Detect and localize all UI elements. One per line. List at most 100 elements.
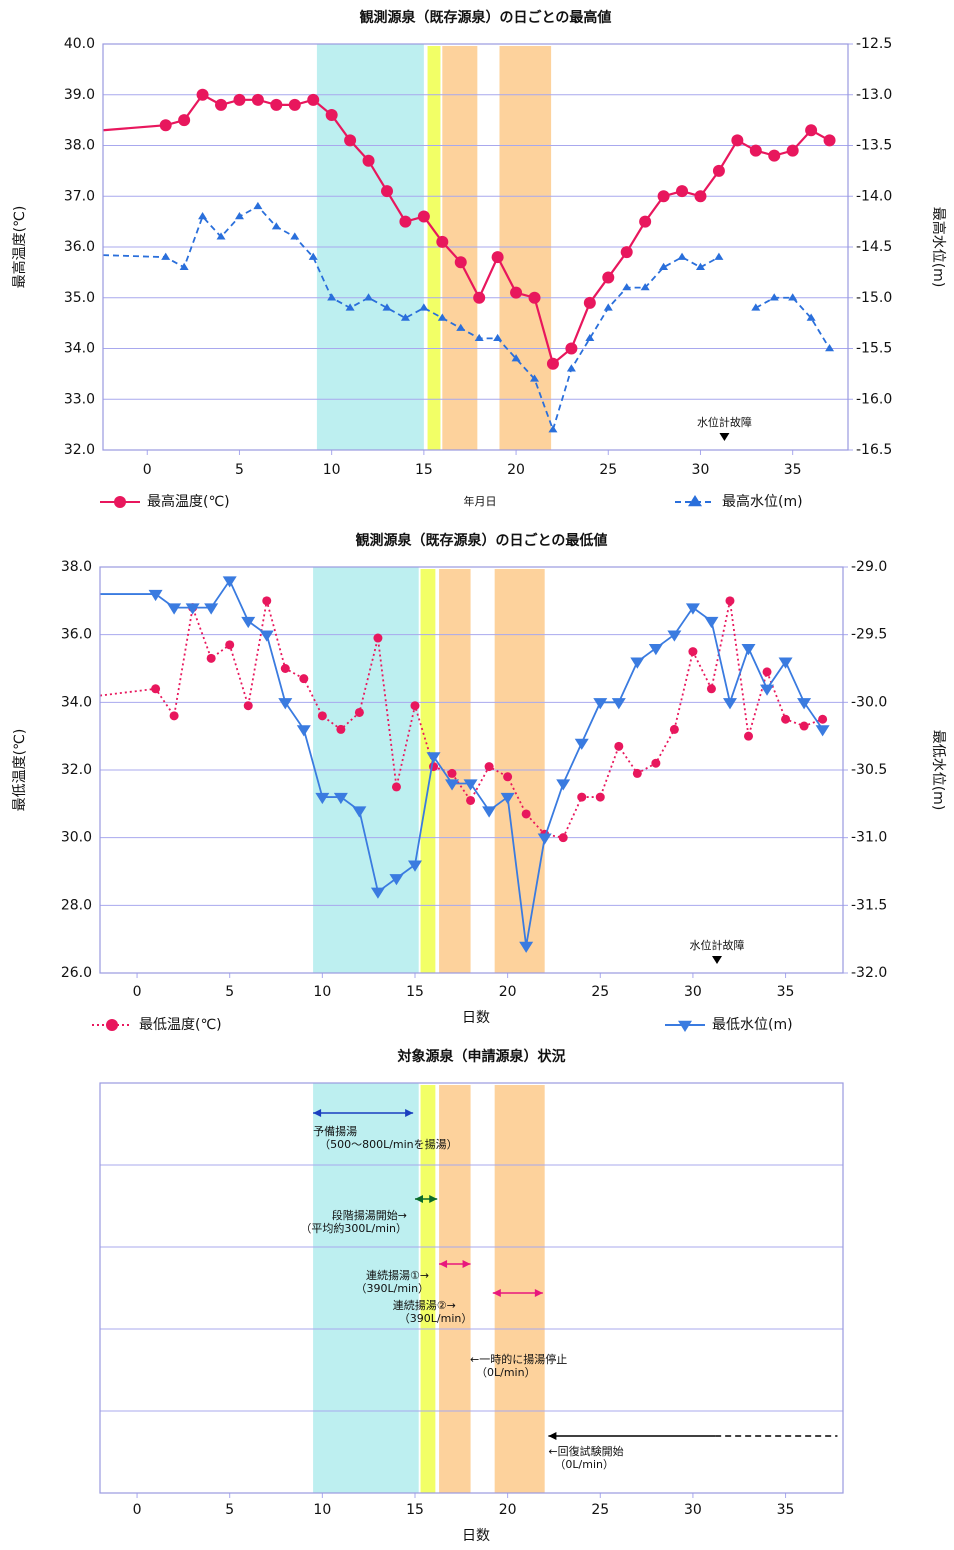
x-tick-label: 20 <box>507 462 525 478</box>
point <box>503 772 513 782</box>
y2-tick-label: -29.0 <box>851 559 887 575</box>
arrow-head <box>534 1289 543 1297</box>
y-tick-label: 26.0 <box>61 965 92 981</box>
point <box>333 792 348 805</box>
point <box>685 603 700 615</box>
point <box>751 303 761 311</box>
legend-label: 最高水位(m) <box>722 493 803 510</box>
y2-tick-label: -32.0 <box>851 965 887 981</box>
point <box>204 603 219 615</box>
plot-frame <box>102 43 849 451</box>
y2-tick-label: -14.0 <box>856 188 892 204</box>
arrow-label: 連続揚湯②→ <box>393 1298 456 1312</box>
point <box>288 98 301 111</box>
point <box>688 647 698 657</box>
arrow-label: ←回復試験開始 <box>548 1444 623 1458</box>
point <box>447 768 457 778</box>
point <box>548 425 558 433</box>
point <box>630 657 645 669</box>
point <box>511 354 521 362</box>
point <box>364 293 374 301</box>
point <box>473 291 486 304</box>
x-tick-label: 25 <box>599 462 617 478</box>
point <box>537 833 552 845</box>
x-tick-label: 0 <box>133 1502 142 1518</box>
x-axis-label: 日数 <box>462 1528 490 1544</box>
point <box>148 589 163 602</box>
y-tick-label: 34.0 <box>61 694 92 710</box>
y2-axis-label: 最高水位(m) <box>930 207 947 288</box>
point <box>806 313 816 321</box>
y-tick-label: 40.0 <box>64 36 95 52</box>
x-tick-label: 35 <box>784 462 802 478</box>
arrow-label: ←一時的に揚湯停止 <box>470 1352 567 1366</box>
chart-title: 観測源泉（既存源泉）の日ごとの最高値 <box>360 9 612 26</box>
arrow-head <box>414 1195 423 1203</box>
point <box>731 134 744 147</box>
point <box>167 603 182 615</box>
arrow-head <box>429 1195 438 1203</box>
y-tick-label: 34.0 <box>64 341 95 357</box>
point <box>308 252 318 260</box>
point <box>215 98 228 111</box>
point <box>296 725 311 737</box>
y2-tick-label: -16.5 <box>856 442 892 458</box>
legend-marker <box>106 1019 118 1031</box>
point <box>151 684 161 694</box>
arrow-label: （390L/min） <box>355 1282 429 1295</box>
point <box>159 119 172 132</box>
point <box>510 286 523 299</box>
x-tick-label: 25 <box>591 984 609 1000</box>
point <box>307 93 320 106</box>
y-axis-label: 最低温度(℃) <box>12 729 28 812</box>
point <box>419 303 429 311</box>
point <box>788 293 798 301</box>
y-tick-label: 36.0 <box>61 627 92 643</box>
y2-axis-label: 最低水位(m) <box>930 730 946 811</box>
band <box>420 1085 436 1493</box>
y2-tick-label: -29.5 <box>851 627 887 643</box>
x-axis-label: 日数 <box>462 1010 490 1026</box>
x-tick-label: 5 <box>225 984 234 1000</box>
y2-tick-label: -15.0 <box>856 290 892 306</box>
point <box>299 674 309 684</box>
arrow-label: 連続揚湯①→ <box>366 1268 429 1282</box>
point <box>583 296 596 309</box>
point <box>620 246 633 259</box>
arrow-label: （0L/min） <box>554 1458 614 1471</box>
x-tick-label: 25 <box>591 1502 609 1518</box>
point <box>196 88 209 101</box>
point <box>530 374 540 382</box>
point <box>593 698 608 710</box>
point <box>749 144 762 157</box>
point <box>391 782 401 792</box>
point <box>271 222 281 230</box>
point <box>639 215 652 228</box>
arrow-head <box>462 1260 471 1268</box>
point <box>222 576 237 588</box>
point <box>657 190 670 203</box>
point <box>161 252 171 260</box>
point <box>466 795 476 805</box>
point <box>602 271 615 284</box>
point <box>216 232 226 240</box>
chart-title: 対象源泉（申請源泉）状況 <box>397 1048 566 1065</box>
point <box>456 323 466 331</box>
point <box>233 93 246 106</box>
y-tick-label: 28.0 <box>61 897 92 913</box>
y-tick-label: 36.0 <box>64 239 95 255</box>
x-tick-label: 15 <box>406 1502 424 1518</box>
chart-title: 観測源泉（既存源泉）の日ごとの最低値 <box>356 532 608 549</box>
point <box>259 630 274 642</box>
point <box>336 724 346 734</box>
point <box>519 941 534 953</box>
y2-tick-label: -14.5 <box>856 239 892 255</box>
point <box>669 724 679 734</box>
y2-tick-label: -30.0 <box>851 694 887 710</box>
point <box>344 134 357 147</box>
point <box>741 644 756 656</box>
point <box>797 698 812 710</box>
point <box>577 792 587 802</box>
point <box>799 721 809 731</box>
